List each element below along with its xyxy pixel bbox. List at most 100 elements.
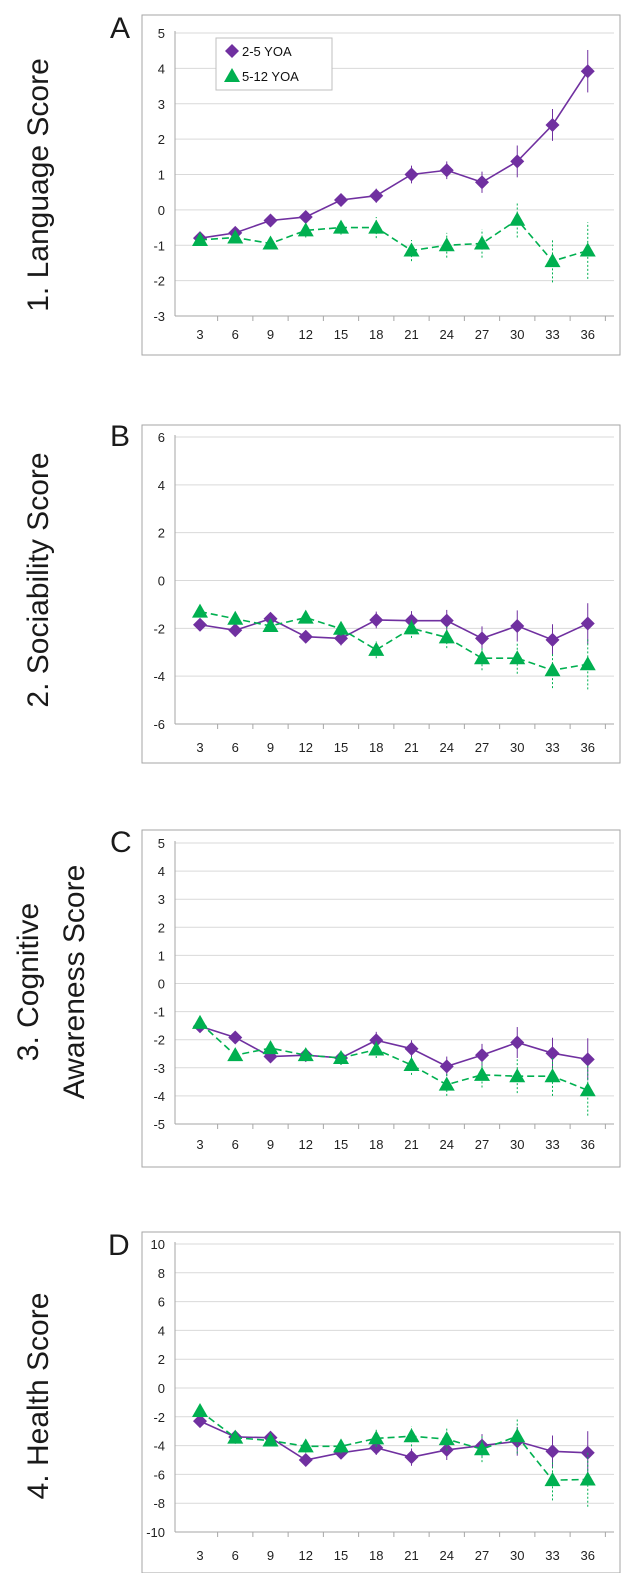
data-point [192, 1014, 208, 1029]
x-tick-label: 36 [581, 327, 595, 342]
series-line [199, 1025, 588, 1068]
data-point [333, 1438, 349, 1453]
data-point [544, 253, 561, 268]
data-point [193, 617, 207, 632]
x-tick-label: 27 [475, 1548, 489, 1563]
y-tick-label: -6 [153, 1467, 165, 1482]
x-tick-label: 24 [440, 1548, 454, 1563]
x-tick-label: 6 [232, 327, 239, 342]
data-point [297, 1047, 314, 1062]
y-tick-label: 0 [158, 574, 165, 589]
x-tick-label: 9 [267, 1137, 274, 1152]
y-tick-label: 6 [158, 430, 165, 445]
y-axis-label-line: 2. Sociability Score [22, 452, 55, 707]
series-2-5-yoa [193, 1019, 595, 1081]
data-point [474, 235, 490, 250]
x-tick-label: 3 [196, 327, 203, 342]
series-line [199, 218, 588, 263]
data-point [545, 1444, 560, 1459]
data-point [439, 613, 454, 628]
x-tick-label: 18 [369, 1548, 383, 1563]
plot-frame [141, 829, 621, 1168]
data-point [544, 662, 561, 677]
x-tick-label: 3 [196, 740, 203, 755]
data-point [403, 1428, 420, 1443]
x-tick-label: 15 [334, 1548, 348, 1563]
y-tick-label: -5 [153, 1117, 165, 1132]
data-point [545, 632, 560, 647]
data-point [545, 1046, 560, 1061]
x-tick-label: 36 [581, 1548, 595, 1563]
y-tick-label: 4 [158, 1323, 165, 1338]
data-point [580, 64, 595, 79]
x-tick-label: 30 [510, 1137, 524, 1152]
data-point [369, 188, 384, 203]
x-tick-label: 33 [545, 327, 559, 342]
plot-frame [141, 424, 621, 764]
data-point [334, 631, 348, 646]
x-tick-label: 27 [475, 327, 489, 342]
y-tick-label: -1 [153, 1005, 165, 1020]
data-point [510, 154, 525, 169]
legend: 2-5 YOA 5-12 YOA [215, 37, 333, 91]
series-5-12-yoa [192, 1014, 596, 1116]
data-point [509, 211, 526, 226]
data-point [439, 1059, 454, 1074]
data-point [404, 167, 419, 182]
series-line [199, 70, 589, 239]
series-2-5-yoa [193, 603, 595, 656]
x-tick-label: 36 [581, 740, 595, 755]
y-tick-label: -2 [153, 621, 165, 636]
y-tick-label: -2 [153, 1033, 165, 1048]
data-point [475, 631, 489, 646]
series-line [199, 610, 588, 672]
data-point [475, 175, 489, 190]
data-point [227, 229, 244, 244]
x-tick-label: 3 [196, 1548, 203, 1563]
y-axis-label: 1. Language Score [22, 58, 55, 312]
x-tick-label: 6 [232, 1548, 239, 1563]
data-point [474, 1441, 490, 1456]
data-point [369, 612, 384, 627]
data-point [368, 641, 385, 656]
data-point [297, 1438, 314, 1453]
x-tick-label: 30 [510, 327, 524, 342]
data-point [192, 231, 208, 246]
y-tick-label: 3 [158, 97, 165, 112]
y-tick-label: 5 [158, 836, 165, 851]
x-tick-label: 18 [369, 740, 383, 755]
panel-letter: C [110, 826, 132, 859]
data-point [438, 237, 455, 252]
series-line [199, 1022, 589, 1092]
y-tick-label: 0 [158, 1381, 165, 1396]
y-tick-label: 2 [158, 132, 165, 147]
data-point [193, 1414, 207, 1429]
x-tick-label: 24 [440, 1137, 454, 1152]
x-tick-label: 9 [267, 327, 274, 342]
data-point [545, 117, 560, 132]
data-point [509, 1428, 526, 1443]
legend-entry: 2-5 YOA [242, 44, 292, 59]
x-tick-label: 15 [334, 327, 348, 342]
y-tick-label: -8 [153, 1496, 165, 1511]
data-point [297, 609, 314, 624]
y-axis-label: 2. Sociability Score [22, 452, 55, 707]
y-tick-label: 0 [158, 977, 165, 992]
series-5-12-yoa [192, 603, 596, 690]
x-tick-label: 21 [404, 1137, 418, 1152]
y-axis-label: 3. Cognitive Awareness Score [12, 865, 91, 1100]
y-tick-label: -2 [153, 1410, 165, 1425]
data-point [509, 650, 526, 665]
y-tick-label: 3 [158, 892, 165, 907]
x-tick-label: 18 [369, 327, 383, 342]
data-point [298, 209, 313, 224]
x-tick-label: 18 [369, 1137, 383, 1152]
x-tick-label: 6 [232, 740, 239, 755]
series-line [199, 1410, 588, 1481]
data-point [544, 1472, 561, 1487]
